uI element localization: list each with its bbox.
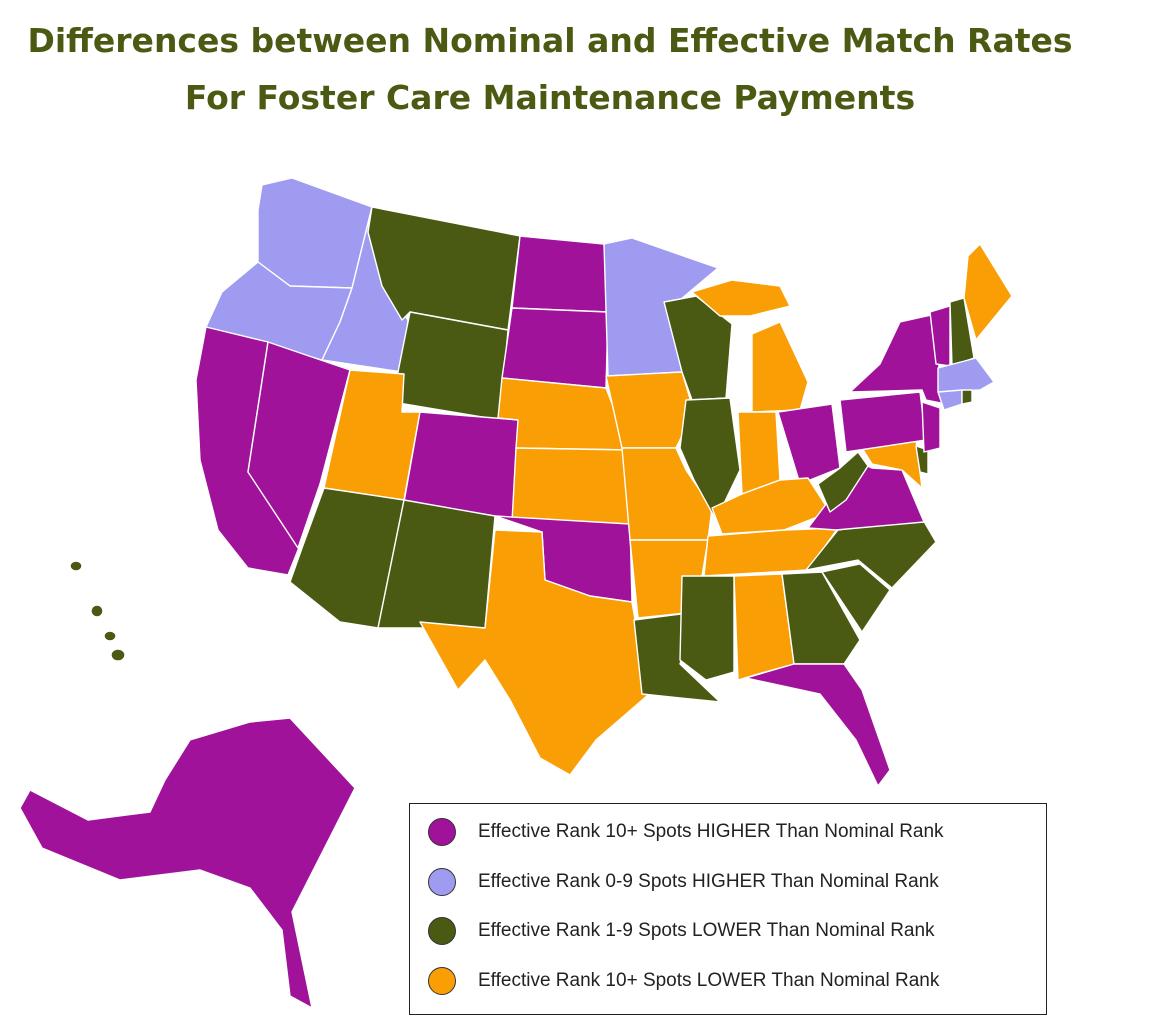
state-HI-kauai bbox=[69, 560, 83, 572]
title-line-2: For Foster Care Maintenance Payments bbox=[184, 78, 916, 117]
state-HI-big bbox=[110, 648, 126, 662]
state-MI-upper bbox=[691, 279, 791, 317]
legend-swatch bbox=[428, 917, 456, 945]
state-WY bbox=[391, 311, 509, 421]
state-KS bbox=[511, 447, 631, 525]
state-ME bbox=[963, 243, 1013, 341]
legend-label: Effective Rank 1-9 Spots LOWER Than Nomi… bbox=[478, 920, 935, 941]
state-TX bbox=[419, 529, 649, 776]
legend-swatch bbox=[428, 818, 456, 846]
state-HI-maui bbox=[103, 630, 117, 642]
legend-swatch bbox=[428, 868, 456, 896]
legend-label: Effective Rank 10+ Spots HIGHER Than Nom… bbox=[478, 821, 944, 842]
state-CT bbox=[937, 389, 963, 411]
legend-item-lower-1-9: Effective Rank 1-9 Spots LOWER Than Nomi… bbox=[428, 916, 935, 946]
legend-item-higher-10: Effective Rank 10+ Spots HIGHER Than Nom… bbox=[428, 817, 944, 847]
state-ND bbox=[511, 235, 609, 313]
state-TN bbox=[703, 527, 839, 577]
state-WV bbox=[817, 451, 869, 513]
state-GA bbox=[781, 571, 861, 665]
legend-item-higher-0-9: Effective Rank 0-9 Spots HIGHER Than Nom… bbox=[428, 867, 939, 897]
state-RI bbox=[961, 389, 973, 405]
legend-swatch bbox=[428, 967, 456, 995]
map-title: Differences between Nominal and Effectiv… bbox=[0, 12, 1100, 126]
state-HI-oahu bbox=[90, 604, 104, 618]
state-MS bbox=[679, 575, 735, 681]
map-legend: Effective Rank 10+ Spots HIGHER Than Nom… bbox=[409, 803, 1047, 1015]
legend-label: Effective Rank 10+ Spots LOWER Than Nomi… bbox=[478, 970, 940, 991]
state-NJ bbox=[921, 401, 941, 453]
state-MI-lower bbox=[751, 321, 809, 413]
state-KY bbox=[711, 477, 831, 535]
state-MA bbox=[937, 357, 995, 393]
state-OH bbox=[777, 403, 841, 485]
state-WA bbox=[257, 177, 373, 289]
state-SD bbox=[501, 307, 609, 389]
legend-label: Effective Rank 0-9 Spots HIGHER Than Nom… bbox=[478, 871, 939, 892]
state-NV bbox=[247, 341, 351, 549]
state-SC bbox=[821, 563, 891, 633]
legend-item-lower-10: Effective Rank 10+ Spots LOWER Than Nomi… bbox=[428, 966, 939, 996]
title-line-1: Differences between Nominal and Effectiv… bbox=[27, 21, 1073, 60]
state-AK bbox=[19, 717, 356, 1009]
state-FL bbox=[745, 663, 891, 787]
